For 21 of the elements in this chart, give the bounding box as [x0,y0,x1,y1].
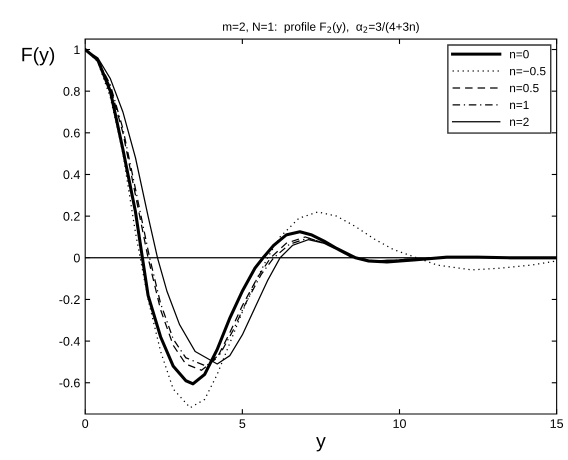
x-tick-label: 15 [550,419,564,428]
chart-title: m=2, N=1: profile F$_{2}$(y), α$_{2}$=3/(4+3n) [223,22,419,34]
legend-label: n=2 [510,118,529,126]
y-tick-label: 0 [74,254,80,262]
y-tick-label: 0.6 [63,128,80,138]
x-tick-label: 10 [393,419,406,428]
y-axis-title: F(y) [22,47,54,66]
x-tick-label: 0 [82,419,88,428]
x-tick-label: 5 [239,419,246,428]
x-axis-title: y [316,437,326,452]
y-tick-label: -0.6 [59,378,80,388]
y-tick-label: 0.4 [63,170,80,180]
legend-label: n=1 [510,100,529,110]
y-tick-label: -0.4 [59,336,80,346]
legend-label: n=0.5 [510,84,539,92]
legend-label: n=−0.5 [510,66,546,76]
y-tick-label: -0.2 [59,295,80,304]
y-tick-label: 0.2 [63,212,80,221]
y-tick-label: 0.8 [63,86,80,96]
legend-label: n=0 [510,50,529,58]
y-tick-label: 1 [74,45,80,54]
